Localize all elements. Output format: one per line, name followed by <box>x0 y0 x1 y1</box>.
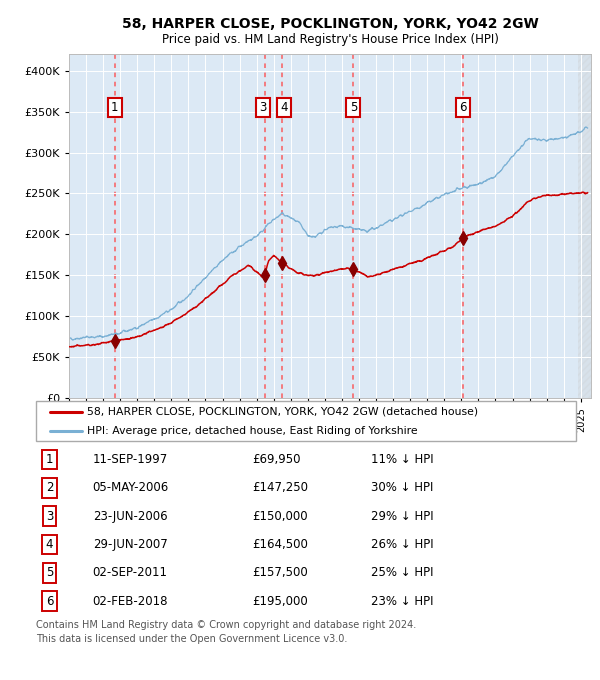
Text: HPI: Average price, detached house, East Riding of Yorkshire: HPI: Average price, detached house, East… <box>88 426 418 436</box>
Text: 2: 2 <box>46 481 53 494</box>
Text: £157,500: £157,500 <box>252 566 308 579</box>
Text: 02-FEB-2018: 02-FEB-2018 <box>92 595 168 608</box>
Text: 58, HARPER CLOSE, POCKLINGTON, YORK, YO42 2GW (detached house): 58, HARPER CLOSE, POCKLINGTON, YORK, YO4… <box>88 407 478 417</box>
Text: £195,000: £195,000 <box>252 595 308 608</box>
Text: 4: 4 <box>46 538 53 551</box>
Text: £164,500: £164,500 <box>252 538 308 551</box>
Text: 23-JUN-2006: 23-JUN-2006 <box>92 510 167 523</box>
Text: £69,950: £69,950 <box>252 453 301 466</box>
Text: £147,250: £147,250 <box>252 481 308 494</box>
Text: 29-JUN-2007: 29-JUN-2007 <box>92 538 167 551</box>
Text: 02-SEP-2011: 02-SEP-2011 <box>92 566 168 579</box>
Text: 6: 6 <box>46 595 53 608</box>
Text: 6: 6 <box>459 101 467 114</box>
Text: 4: 4 <box>280 101 288 114</box>
Text: 1: 1 <box>111 101 119 114</box>
Text: 5: 5 <box>46 566 53 579</box>
Text: Contains HM Land Registry data © Crown copyright and database right 2024.: Contains HM Land Registry data © Crown c… <box>36 620 416 630</box>
Text: 25% ↓ HPI: 25% ↓ HPI <box>371 566 433 579</box>
Text: 58, HARPER CLOSE, POCKLINGTON, YORK, YO42 2GW: 58, HARPER CLOSE, POCKLINGTON, YORK, YO4… <box>122 17 538 31</box>
Text: 11% ↓ HPI: 11% ↓ HPI <box>371 453 433 466</box>
Text: 3: 3 <box>46 510 53 523</box>
FancyBboxPatch shape <box>36 401 576 441</box>
Bar <box>578 54 591 398</box>
Text: £150,000: £150,000 <box>252 510 308 523</box>
Text: 1: 1 <box>46 453 53 466</box>
Text: This data is licensed under the Open Government Licence v3.0.: This data is licensed under the Open Gov… <box>36 634 347 644</box>
Text: 11-SEP-1997: 11-SEP-1997 <box>92 453 168 466</box>
Text: 3: 3 <box>259 101 266 114</box>
Text: 29% ↓ HPI: 29% ↓ HPI <box>371 510 433 523</box>
Text: 05-MAY-2006: 05-MAY-2006 <box>92 481 169 494</box>
Text: 26% ↓ HPI: 26% ↓ HPI <box>371 538 433 551</box>
Text: 23% ↓ HPI: 23% ↓ HPI <box>371 595 433 608</box>
Text: Price paid vs. HM Land Registry's House Price Index (HPI): Price paid vs. HM Land Registry's House … <box>161 33 499 46</box>
Text: 5: 5 <box>350 101 357 114</box>
Text: 30% ↓ HPI: 30% ↓ HPI <box>371 481 433 494</box>
